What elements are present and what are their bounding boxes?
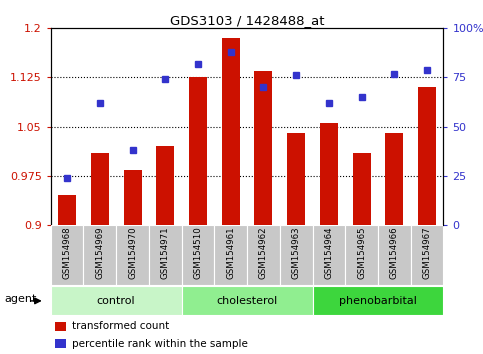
Bar [313,225,345,285]
Bar [222,38,240,225]
Bar [51,286,182,315]
Bar [51,225,84,285]
Bar [84,225,116,285]
Bar [353,153,370,225]
Text: GSM154967: GSM154967 [423,227,431,279]
Text: percentile rank within the sample: percentile rank within the sample [72,339,248,349]
Bar [156,146,174,225]
Bar [55,339,67,348]
Text: phenobarbital: phenobarbital [339,296,417,306]
Bar [255,71,272,225]
Bar [345,225,378,285]
Text: GSM154963: GSM154963 [292,227,300,279]
Bar [149,225,182,285]
Text: agent: agent [4,294,36,304]
Bar [189,78,207,225]
Bar [58,195,76,225]
Title: GDS3103 / 1428488_at: GDS3103 / 1428488_at [170,14,324,27]
Bar [287,133,305,225]
Text: GSM154510: GSM154510 [194,227,202,279]
Bar [411,225,443,285]
Text: GSM154965: GSM154965 [357,227,366,279]
Text: GSM154966: GSM154966 [390,227,399,279]
Text: cholesterol: cholesterol [216,296,278,306]
Text: transformed count: transformed count [72,321,170,331]
Bar [320,123,338,225]
Bar [91,153,109,225]
Text: GSM154971: GSM154971 [161,227,170,279]
Text: GSM154961: GSM154961 [226,227,235,279]
Bar [385,133,403,225]
Bar [214,225,247,285]
Bar [378,225,411,285]
Bar [247,225,280,285]
Text: GSM154969: GSM154969 [95,227,104,279]
Text: GSM154970: GSM154970 [128,227,137,279]
Bar [280,225,313,285]
Text: control: control [97,296,135,306]
Text: GSM154968: GSM154968 [63,227,71,279]
Bar [182,286,313,315]
Bar [124,170,142,225]
Bar [55,322,67,331]
Text: GSM154962: GSM154962 [259,227,268,279]
Bar [418,87,436,225]
Bar [116,225,149,285]
Bar [182,225,214,285]
Text: GSM154964: GSM154964 [325,227,333,279]
Bar [313,286,443,315]
